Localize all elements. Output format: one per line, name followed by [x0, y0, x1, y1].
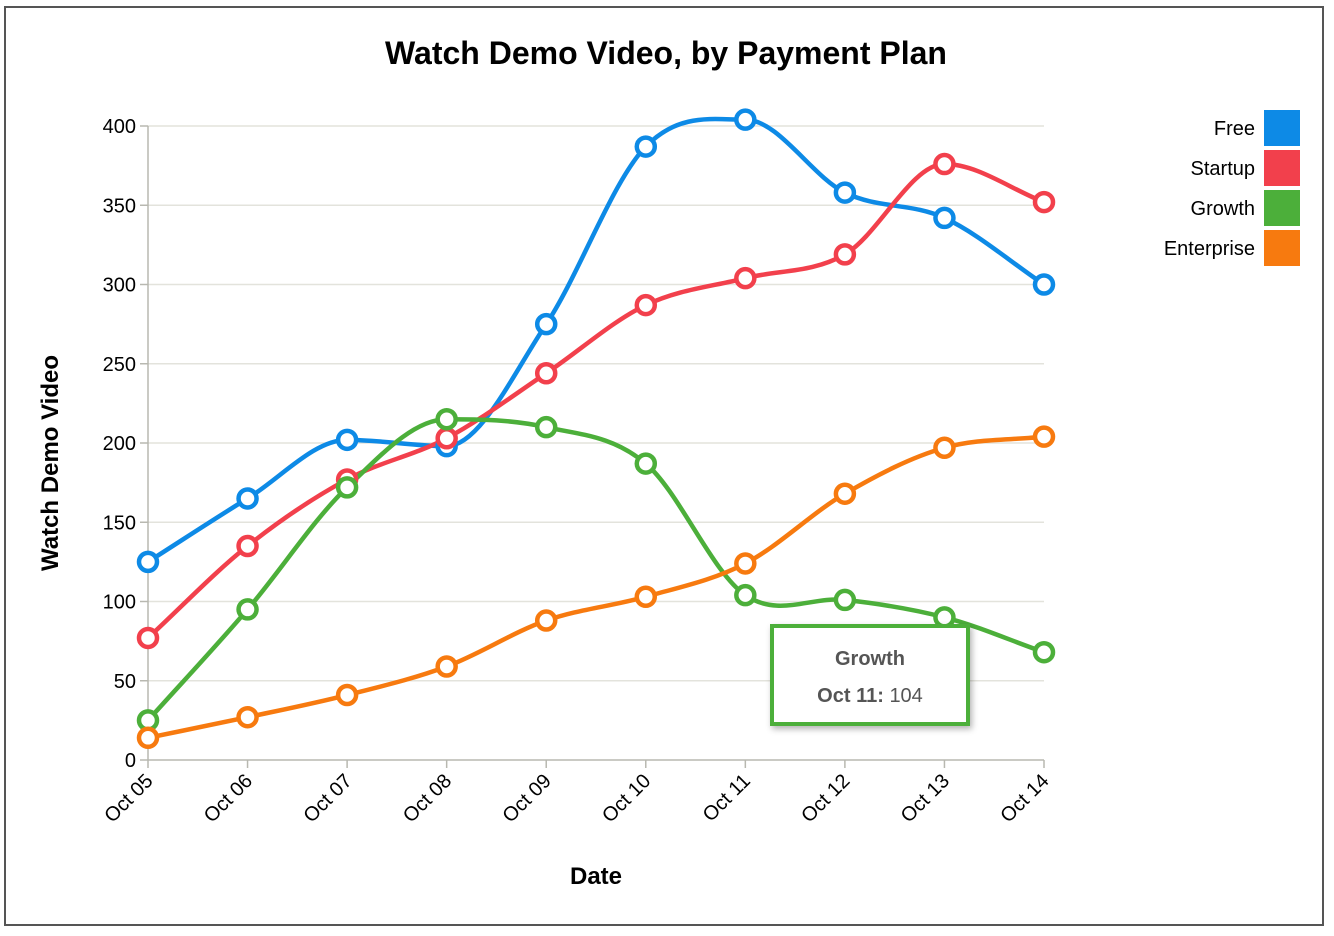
data-point-startup[interactable] — [634, 293, 658, 317]
legend-label: Free — [1214, 118, 1255, 140]
y-tick-label: 50 — [114, 671, 136, 693]
chart-frame: Watch Demo Video, by Payment Plan 0 50 100… — [4, 6, 1324, 926]
data-point-free[interactable] — [634, 135, 658, 158]
chart-title: Watch Demo Video, by Payment Plan — [385, 35, 947, 71]
data-point-startup[interactable] — [435, 426, 458, 450]
data-point-enterprise[interactable] — [534, 609, 558, 632]
data-point-startup[interactable] — [734, 266, 757, 290]
data-point-free[interactable] — [534, 312, 558, 336]
data-point-free[interactable] — [1032, 273, 1056, 296]
legend-swatch — [1264, 150, 1300, 186]
legend-label: Enterprise — [1164, 238, 1255, 260]
legend-item-growth[interactable]: Growth — [1191, 190, 1300, 226]
x-tick-label: Oct 07 — [299, 770, 356, 827]
data-point-growth[interactable] — [734, 583, 757, 607]
data-point-enterprise[interactable] — [335, 683, 359, 707]
legend-item-enterprise[interactable]: Enterprise — [1164, 230, 1300, 266]
data-points[interactable] — [136, 108, 1056, 750]
data-point-free[interactable] — [236, 487, 259, 510]
series-line-growth — [145, 416, 1047, 723]
x-tick-label: Oct 06 — [200, 770, 257, 827]
x-axis-title: Date — [570, 863, 622, 890]
series-line-startup — [145, 161, 1047, 641]
data-point-growth[interactable] — [435, 407, 458, 431]
y-tick-label: 200 — [103, 433, 136, 455]
series-line-free — [145, 116, 1047, 565]
series-line-enterprise — [145, 434, 1047, 741]
data-point-growth[interactable] — [833, 588, 857, 612]
x-tick-label: Oct 13 — [897, 770, 954, 827]
y-tick-label: 400 — [103, 116, 136, 138]
data-point-growth[interactable] — [236, 598, 259, 621]
y-tick-label: 150 — [103, 512, 136, 534]
y-tick-label: 300 — [103, 275, 136, 297]
data-point-startup[interactable] — [136, 626, 160, 650]
y-tick-label: 250 — [103, 354, 136, 376]
tooltip-date: Oct 11: — [817, 685, 884, 707]
data-point-startup[interactable] — [236, 534, 259, 558]
x-tick-label: Oct 08 — [399, 770, 456, 827]
x-tick-label: Oct 10 — [598, 770, 655, 827]
data-point-startup[interactable] — [833, 243, 857, 266]
y-axis: 0 50 100 150 200 250 300 350 400 — [103, 116, 149, 772]
data-point-enterprise[interactable] — [933, 436, 956, 460]
data-point-growth[interactable] — [634, 452, 658, 475]
x-tick-label: Oct 09 — [499, 770, 556, 827]
legend-swatch — [1264, 230, 1300, 266]
legend-label: Growth — [1191, 198, 1255, 220]
x-tick-label: Oct 12 — [797, 770, 854, 827]
data-point-enterprise[interactable] — [734, 552, 757, 575]
data-point-enterprise[interactable] — [136, 726, 160, 750]
data-point-startup[interactable] — [1032, 190, 1056, 214]
legend-swatch — [1264, 110, 1300, 146]
data-point-growth[interactable] — [1032, 640, 1056, 664]
data-point-startup[interactable] — [534, 362, 558, 385]
tooltip-value-line: Oct 11: 104 — [774, 685, 966, 708]
legend-swatch — [1264, 190, 1300, 226]
data-point-free[interactable] — [833, 181, 857, 204]
x-tick-label: Oct 14 — [996, 770, 1053, 827]
data-point-free[interactable] — [933, 206, 956, 230]
y-tick-label: 100 — [103, 592, 136, 614]
legend-item-startup[interactable]: Startup — [1191, 150, 1300, 186]
data-point-enterprise[interactable] — [634, 585, 658, 608]
data-point-growth[interactable] — [335, 476, 359, 499]
legend[interactable]: Free Startup Growth Enterprise — [1164, 110, 1300, 266]
data-point-growth[interactable] — [534, 415, 558, 439]
y-tick-label: 0 — [125, 750, 136, 772]
data-point-free[interactable] — [734, 108, 757, 131]
data-point-free[interactable] — [136, 550, 160, 574]
x-axis: Oct 05 Oct 06 Oct 07 Oct 08 Oct 09 Oct 10 Oct … — [100, 760, 1054, 827]
y-tick-label: 350 — [103, 195, 136, 217]
series-lines — [145, 116, 1047, 741]
data-point-enterprise[interactable] — [435, 655, 458, 678]
line-chart: Watch Demo Video, by Payment Plan 0 50 100… — [37, 35, 1300, 890]
tooltip-series-name: Growth — [835, 648, 905, 670]
x-tick-label: Oct 11 — [699, 770, 755, 826]
tooltip-value: 104 — [889, 685, 923, 707]
data-point-startup[interactable] — [933, 152, 956, 176]
data-point-enterprise[interactable] — [833, 482, 857, 505]
data-point-enterprise[interactable] — [236, 705, 259, 729]
legend-item-free[interactable]: Free — [1214, 110, 1300, 146]
data-point-free[interactable] — [335, 428, 359, 452]
gridlines — [148, 125, 1044, 761]
data-point-enterprise[interactable] — [1032, 425, 1056, 448]
x-tick-label: Oct 05 — [100, 770, 157, 827]
legend-label: Startup — [1191, 158, 1255, 180]
y-axis-title: Watch Demo Video — [37, 355, 64, 571]
tooltip: Growth Oct 11: 104 — [770, 624, 970, 726]
